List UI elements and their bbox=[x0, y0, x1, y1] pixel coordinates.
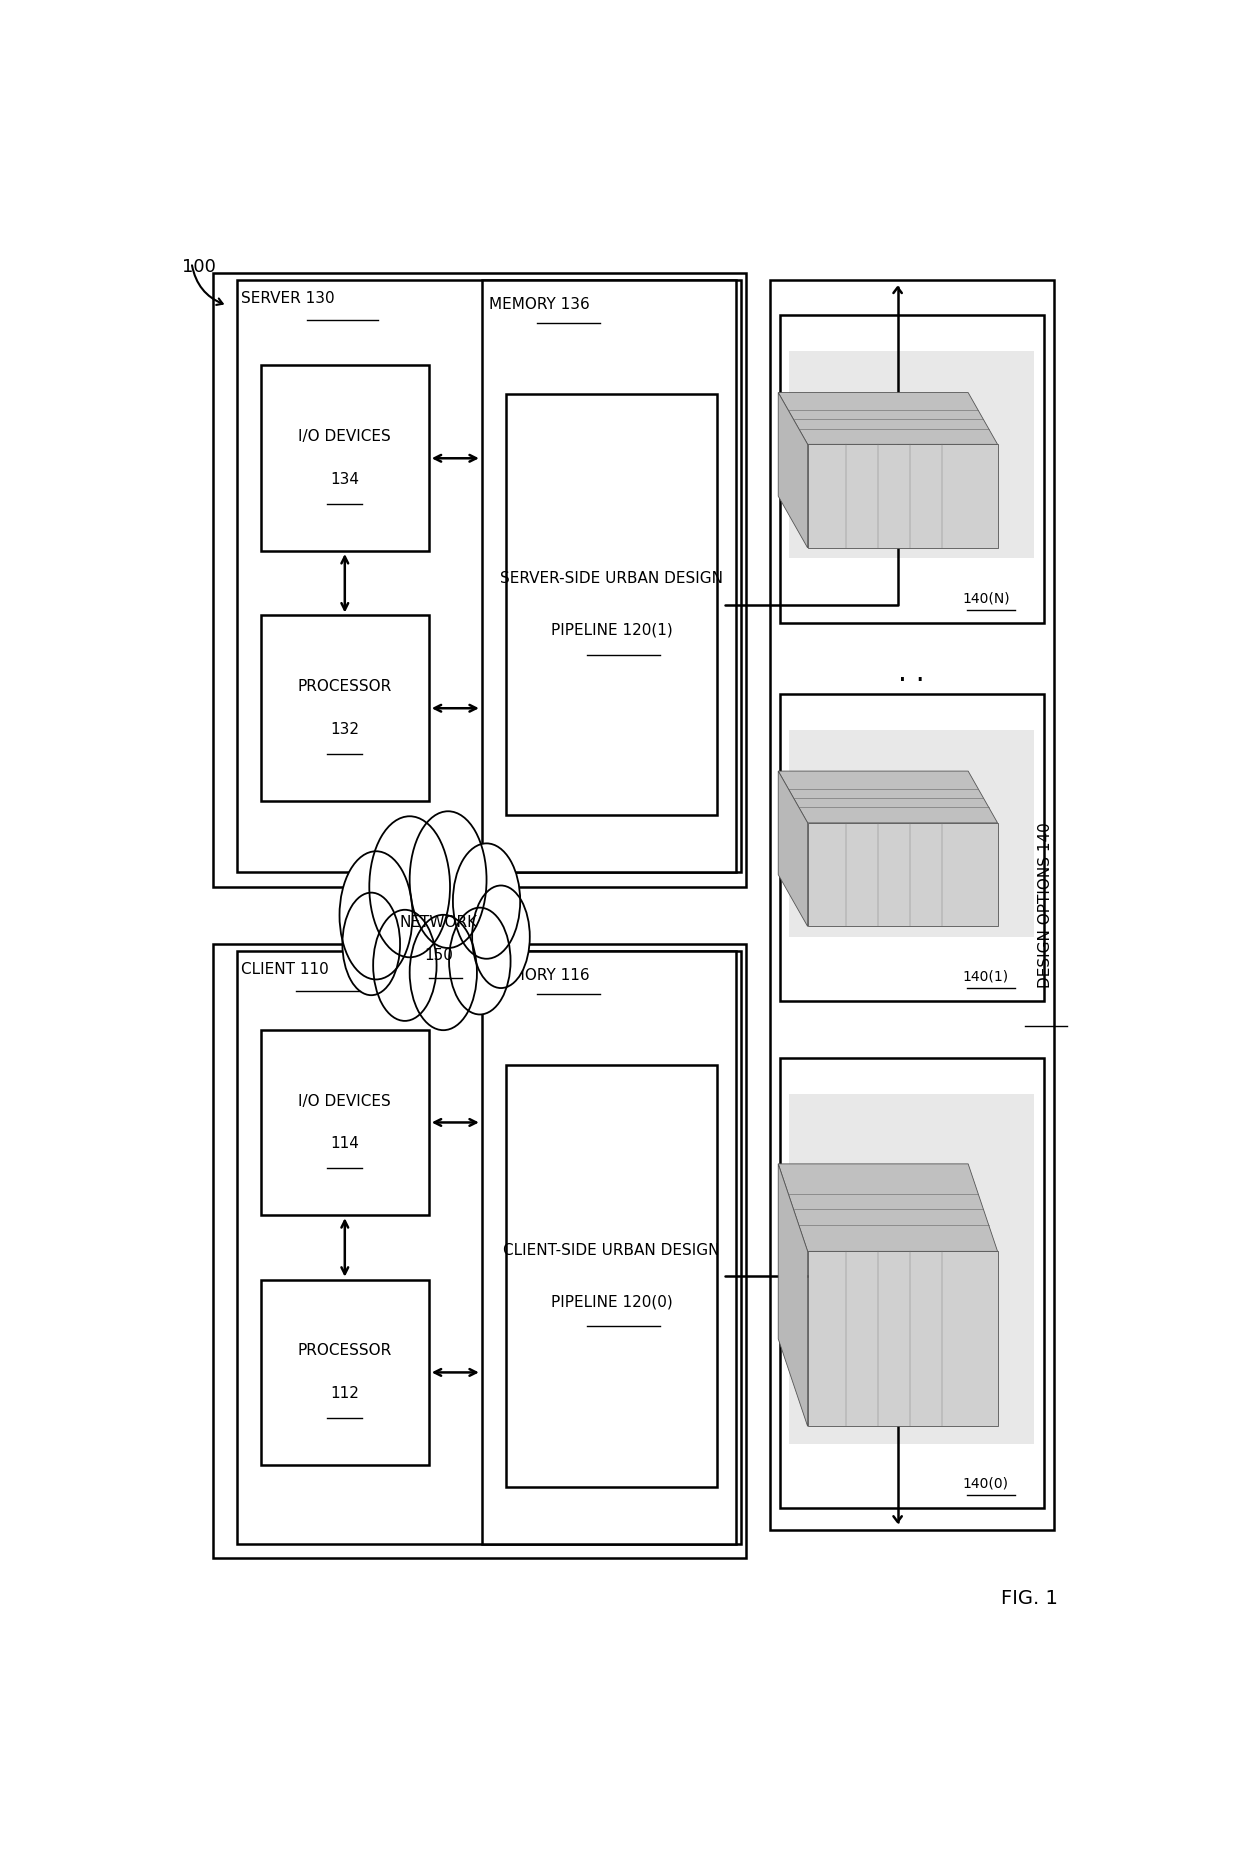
Text: 134: 134 bbox=[330, 473, 360, 488]
FancyBboxPatch shape bbox=[789, 351, 1034, 558]
Text: SERVER 130: SERVER 130 bbox=[242, 291, 335, 306]
Text: 150: 150 bbox=[424, 948, 453, 963]
Text: . .: . . bbox=[899, 659, 925, 686]
Text: 140(N): 140(N) bbox=[962, 592, 1009, 605]
Polygon shape bbox=[779, 393, 807, 547]
FancyBboxPatch shape bbox=[237, 952, 742, 1543]
Text: CLIENT-SIDE URBAN DESIGN: CLIENT-SIDE URBAN DESIGN bbox=[503, 1243, 719, 1258]
Ellipse shape bbox=[340, 851, 413, 979]
Text: NETWORK: NETWORK bbox=[399, 915, 477, 929]
Polygon shape bbox=[779, 1163, 807, 1426]
FancyBboxPatch shape bbox=[506, 1065, 717, 1486]
Polygon shape bbox=[779, 1163, 997, 1252]
FancyBboxPatch shape bbox=[260, 616, 429, 801]
Text: MEMORY 136: MEMORY 136 bbox=[490, 297, 590, 312]
Text: 112: 112 bbox=[330, 1386, 360, 1401]
FancyBboxPatch shape bbox=[260, 1030, 429, 1215]
Polygon shape bbox=[779, 393, 997, 445]
Text: 114: 114 bbox=[330, 1137, 360, 1152]
Ellipse shape bbox=[409, 915, 477, 1030]
FancyBboxPatch shape bbox=[780, 694, 1044, 1002]
Polygon shape bbox=[807, 445, 997, 547]
Text: SERVER-SIDE URBAN DESIGN: SERVER-SIDE URBAN DESIGN bbox=[500, 571, 723, 586]
FancyBboxPatch shape bbox=[770, 280, 1054, 1530]
Ellipse shape bbox=[453, 844, 521, 959]
FancyBboxPatch shape bbox=[780, 315, 1044, 623]
Text: I/O DEVICES: I/O DEVICES bbox=[299, 1094, 391, 1109]
Text: DESIGN OPTIONS 140: DESIGN OPTIONS 140 bbox=[1038, 822, 1053, 987]
Polygon shape bbox=[807, 1252, 997, 1426]
Text: PROCESSOR: PROCESSOR bbox=[298, 1343, 392, 1358]
Text: FIG. 1: FIG. 1 bbox=[1001, 1590, 1058, 1608]
Text: I/O DEVICES: I/O DEVICES bbox=[299, 429, 391, 445]
FancyBboxPatch shape bbox=[481, 280, 737, 872]
FancyBboxPatch shape bbox=[789, 729, 1034, 937]
Text: MEMORY 116: MEMORY 116 bbox=[490, 968, 590, 983]
Polygon shape bbox=[807, 824, 997, 926]
Text: 132: 132 bbox=[330, 722, 360, 736]
Polygon shape bbox=[779, 772, 997, 824]
Text: PROCESSOR: PROCESSOR bbox=[298, 679, 392, 694]
FancyBboxPatch shape bbox=[260, 1280, 429, 1465]
Ellipse shape bbox=[409, 811, 486, 948]
Text: PIPELINE 120(0): PIPELINE 120(0) bbox=[551, 1295, 672, 1310]
Ellipse shape bbox=[449, 907, 511, 1015]
FancyBboxPatch shape bbox=[780, 1057, 1044, 1508]
Text: 100: 100 bbox=[182, 258, 216, 276]
FancyBboxPatch shape bbox=[213, 944, 746, 1558]
Text: PIPELINE 120(1): PIPELINE 120(1) bbox=[551, 623, 672, 638]
FancyBboxPatch shape bbox=[260, 365, 429, 551]
Polygon shape bbox=[779, 772, 807, 926]
FancyBboxPatch shape bbox=[213, 273, 746, 887]
Text: 140(0): 140(0) bbox=[962, 1477, 1009, 1491]
Ellipse shape bbox=[373, 909, 436, 1020]
Ellipse shape bbox=[342, 892, 401, 994]
Text: 140(1): 140(1) bbox=[962, 970, 1009, 983]
FancyBboxPatch shape bbox=[481, 952, 737, 1543]
FancyBboxPatch shape bbox=[789, 1094, 1034, 1443]
Ellipse shape bbox=[370, 816, 450, 957]
Ellipse shape bbox=[472, 885, 529, 989]
Text: CLIENT 110: CLIENT 110 bbox=[242, 963, 330, 978]
FancyBboxPatch shape bbox=[506, 393, 717, 816]
FancyBboxPatch shape bbox=[237, 280, 742, 872]
